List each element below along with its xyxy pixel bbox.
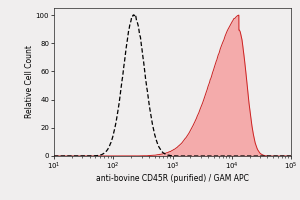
- X-axis label: anti-bovine CD45R (purified) / GAM APC: anti-bovine CD45R (purified) / GAM APC: [96, 174, 249, 183]
- Y-axis label: Relative Cell Count: Relative Cell Count: [25, 46, 34, 118]
